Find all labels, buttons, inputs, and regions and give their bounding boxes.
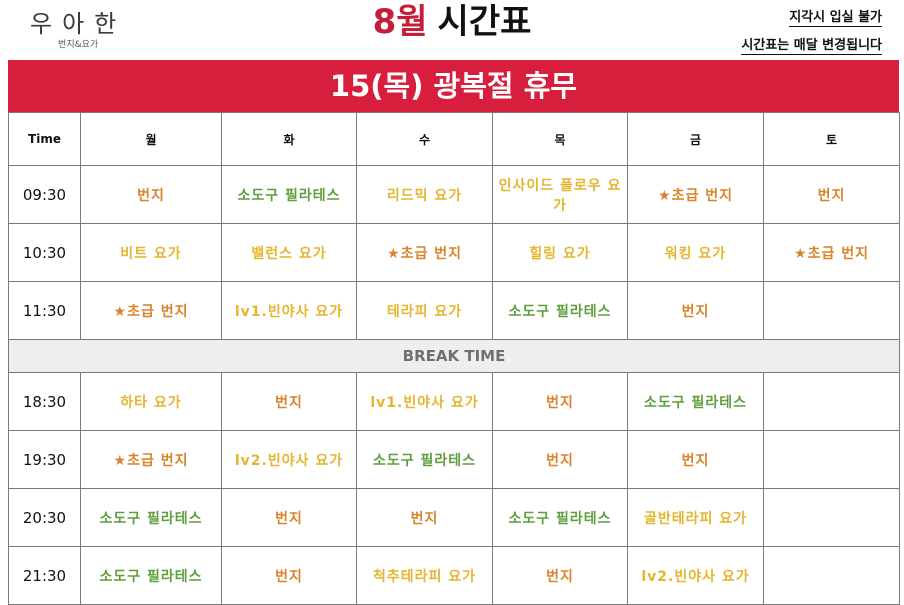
time-cell: 09:30 <box>8 165 81 224</box>
break-time-label: BREAK TIME <box>8 339 900 373</box>
page-title: 8월 시간표 <box>0 0 904 44</box>
holiday-banner: 15(목) 광복절 휴무 <box>8 60 899 112</box>
class-cell: 소도구 필라테스 <box>221 165 357 224</box>
class-cell: 테라피 요가 <box>356 281 493 340</box>
empty-cell <box>763 281 900 340</box>
class-cell: 소도구 필라테스 <box>492 488 628 547</box>
empty-cell <box>763 430 900 489</box>
class-cell: 소도구 필라테스 <box>80 546 222 605</box>
class-cell: 소도구 필라테스 <box>492 281 628 340</box>
day-header-mon: 월 <box>80 112 222 166</box>
month-label: 8월 <box>372 2 428 42</box>
empty-cell <box>763 372 900 431</box>
class-cell: 비트 요가 <box>80 223 222 282</box>
day-header-sat: 토 <box>763 112 900 166</box>
class-cell: 척추테라피 요가 <box>356 546 493 605</box>
time-slot-row: 10:30 비트 요가 밸런스 요가 ★초급 번지 힐링 요가 워킹 요가 ★초급 번지 <box>8 223 900 282</box>
class-cell: 번지 <box>80 165 222 224</box>
class-cell: 워킹 요가 <box>627 223 764 282</box>
day-header-fri: 금 <box>627 112 764 166</box>
class-cell: ★초급 번지 <box>80 281 222 340</box>
time-header: Time <box>8 112 81 166</box>
class-cell: 번지 <box>221 546 357 605</box>
day-header-wed: 수 <box>356 112 493 166</box>
class-cell: 번지 <box>492 430 628 489</box>
time-cell: 10:30 <box>8 223 81 282</box>
class-cell: 인사이드 플로우 요가 <box>492 165 628 224</box>
class-cell: 번지 <box>221 372 357 431</box>
class-cell: lv2.빈야사 요가 <box>627 546 764 605</box>
logo-name: 우아한 <box>30 10 127 38</box>
class-cell: 골반테라피 요가 <box>627 488 764 547</box>
empty-cell <box>763 546 900 605</box>
class-cell: 번지 <box>221 488 357 547</box>
logo-subtitle: 번지&요가 <box>58 40 99 50</box>
time-slot-row: 09:30 번지 소도구 필라테스 리드믹 요가 인사이드 플로우 요가 ★초급 번지 번지 <box>8 165 900 224</box>
time-cell: 11:30 <box>8 281 81 340</box>
class-cell: 밸런스 요가 <box>221 223 357 282</box>
class-cell: 번지 <box>492 372 628 431</box>
timetable: Time 월 화 수 목 금 토 09:30 번지 소도구 필라테스 리드믹 요가 인사… <box>8 112 900 605</box>
class-cell: ★초급 번지 <box>356 223 493 282</box>
time-cell: 19:30 <box>8 430 81 489</box>
class-cell: lv2.빈야사 요가 <box>221 430 357 489</box>
class-cell: ★초급 번지 <box>80 430 222 489</box>
class-cell: 번지 <box>627 281 764 340</box>
time-slot-row: 19:30 ★초급 번지 lv2.빈야사 요가 소도구 필라테스 번지 번지 <box>8 430 900 489</box>
class-cell: lv1.빈야사 요가 <box>221 281 357 340</box>
header-row: Time 월 화 수 목 금 토 <box>8 112 900 166</box>
title-label: 시간표 <box>437 2 532 42</box>
schedule-change-notice: 시간표는 매달 변경됩니다 <box>741 34 882 55</box>
class-cell: 번지 <box>627 430 764 489</box>
empty-cell <box>763 488 900 547</box>
time-slot-row: 11:30 ★초급 번지 lv1.빈야사 요가 테라피 요가 소도구 필라테스 번지 <box>8 281 900 340</box>
class-cell: ★초급 번지 <box>627 165 764 224</box>
class-cell: lv1.빈야사 요가 <box>356 372 493 431</box>
brand-logo: 우아한 번지&요가 <box>30 4 126 50</box>
class-cell: 리드믹 요가 <box>356 165 493 224</box>
time-cell: 20:30 <box>8 488 81 547</box>
late-entry-notice: 지각시 입실 불가 <box>789 6 882 27</box>
time-slot-row: 21:30 소도구 필라테스 번지 척추테라피 요가 번지 lv2.빈야사 요가 <box>8 546 900 605</box>
class-cell: 소도구 필라테스 <box>627 372 764 431</box>
day-header-thu: 목 <box>492 112 628 166</box>
time-slot-row: 20:30 소도구 필라테스 번지 번지 소도구 필라테스 골반테라피 요가 <box>8 488 900 547</box>
class-cell: 힐링 요가 <box>492 223 628 282</box>
day-header-tue: 화 <box>221 112 357 166</box>
class-cell: ★초급 번지 <box>763 223 900 282</box>
class-cell: 번지 <box>763 165 900 224</box>
class-cell: 번지 <box>492 546 628 605</box>
class-cell: 소도구 필라테스 <box>80 488 222 547</box>
class-cell: 소도구 필라테스 <box>356 430 493 489</box>
class-cell: 하타 요가 <box>80 372 222 431</box>
break-row: BREAK TIME <box>8 339 900 373</box>
class-cell: 번지 <box>356 488 493 547</box>
time-slot-row: 18:30 하타 요가 번지 lv1.빈야사 요가 번지 소도구 필라테스 <box>8 372 900 431</box>
time-cell: 18:30 <box>8 372 81 431</box>
time-cell: 21:30 <box>8 546 81 605</box>
